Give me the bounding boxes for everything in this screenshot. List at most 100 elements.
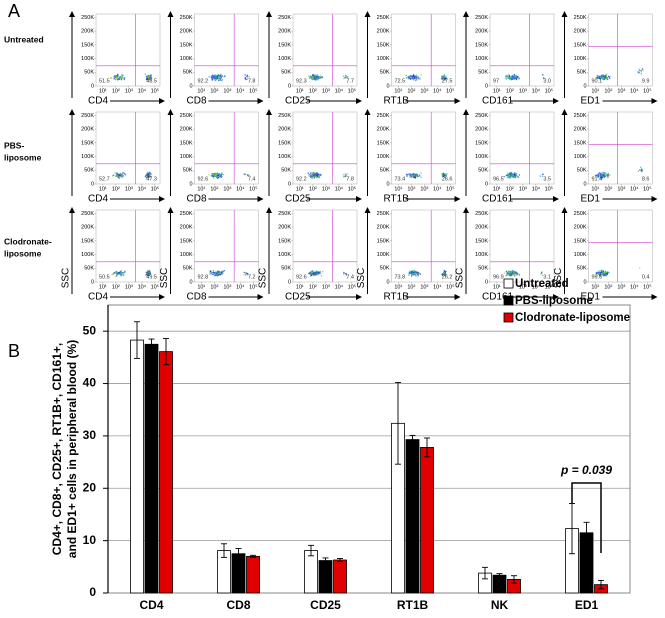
event-dot bbox=[320, 272, 322, 275]
x-tick-label: ED1 bbox=[575, 598, 599, 612]
x-tick-label: 10⁴ bbox=[138, 283, 147, 290]
y-tick-label: 200K bbox=[377, 29, 390, 35]
y-tick-label: 250K bbox=[180, 211, 193, 217]
event-dot bbox=[122, 171, 124, 174]
y-axis-label: SSC bbox=[553, 268, 564, 289]
event-dot bbox=[212, 175, 215, 177]
flow-plot: 0 50K 100K 150K 200K 250K 10¹ 10² 10³ 10⁴ 10⁵ 72.5 2… bbox=[364, 11, 461, 107]
event-dot bbox=[508, 272, 510, 275]
event-dot bbox=[603, 272, 606, 274]
quadrant-label: 3.1 bbox=[543, 274, 551, 280]
event-dot bbox=[216, 77, 218, 80]
quadrant-label: 7.8 bbox=[346, 176, 354, 182]
flow-plot: 0 50K 100K 150K 200K 250K 10¹ 10² 10³ 10⁴ 10⁵ 73.8 2… bbox=[356, 207, 461, 303]
plot-frame bbox=[489, 209, 555, 283]
event-dot bbox=[213, 78, 216, 80]
event-dot bbox=[342, 273, 345, 275]
event-dot bbox=[515, 175, 517, 177]
plot-frame bbox=[292, 209, 358, 283]
event-dot bbox=[115, 172, 117, 174]
event-dot bbox=[221, 172, 223, 174]
event-dot bbox=[508, 270, 511, 273]
quadrant-label: 92.6 bbox=[198, 176, 209, 182]
event-dot bbox=[405, 77, 408, 79]
error-bar bbox=[308, 544, 314, 557]
quadrant-label: 27.5 bbox=[442, 78, 453, 84]
y-tick-label: 50K bbox=[478, 70, 488, 76]
y-tick-label: 100K bbox=[81, 154, 94, 160]
y-tick-label: 150K bbox=[180, 238, 193, 244]
event-dot bbox=[116, 175, 118, 177]
error-bar bbox=[496, 573, 503, 578]
bar bbox=[159, 351, 173, 594]
bar bbox=[231, 553, 246, 594]
x-tick-label: 10² bbox=[604, 284, 612, 290]
event-dot bbox=[604, 76, 607, 78]
error-bar bbox=[569, 503, 575, 555]
y-tick-label: 50K bbox=[84, 168, 94, 174]
marker-label: CD8 bbox=[187, 96, 207, 107]
x-tick-label: 10⁴ bbox=[630, 87, 639, 94]
quadrant-label: 7.4 bbox=[346, 274, 354, 280]
event-dot bbox=[211, 172, 213, 175]
plot-frame bbox=[391, 209, 456, 283]
x-tick-label: 10² bbox=[309, 88, 317, 94]
event-dot bbox=[246, 78, 248, 80]
event-dot bbox=[246, 274, 249, 276]
y-tick-label: 0 bbox=[288, 83, 291, 89]
row-label: liposome bbox=[4, 152, 42, 162]
event-dot bbox=[148, 77, 151, 79]
event-dot bbox=[444, 76, 446, 78]
event-dot bbox=[219, 274, 221, 276]
event-dot bbox=[446, 173, 448, 175]
y-tick-label: 100K bbox=[81, 252, 94, 258]
y-tick-label: 150K bbox=[278, 42, 291, 48]
y-tick-label: 0 bbox=[485, 279, 488, 285]
event-dot bbox=[310, 175, 312, 178]
quadrant-label: 92.2 bbox=[296, 176, 307, 182]
event-dot bbox=[122, 175, 125, 177]
marker-label: CD8 bbox=[187, 194, 207, 205]
event-dot bbox=[246, 273, 248, 275]
event-dot bbox=[600, 270, 603, 272]
event-dot bbox=[221, 273, 224, 275]
event-dot bbox=[509, 274, 511, 277]
event-dot bbox=[220, 176, 223, 178]
event-dot bbox=[118, 272, 120, 274]
x-tick-label: 10³ bbox=[223, 186, 231, 192]
event-dot bbox=[221, 75, 224, 77]
marker-label: ED1 bbox=[581, 292, 601, 303]
error-bar bbox=[482, 566, 488, 580]
event-dot bbox=[407, 75, 409, 78]
event-dot bbox=[508, 76, 510, 78]
event-dot bbox=[314, 175, 317, 177]
event-dot bbox=[600, 272, 602, 274]
bar bbox=[420, 447, 434, 594]
quadrant-label: 3.0 bbox=[543, 78, 551, 84]
y-tick-label: 0 bbox=[583, 181, 586, 187]
quadrant-label: 96.5 bbox=[493, 176, 504, 182]
event-dot bbox=[441, 273, 443, 275]
event-dot bbox=[514, 77, 516, 79]
x-tick-label: 10⁴ bbox=[433, 283, 442, 290]
event-dot bbox=[410, 175, 412, 177]
x-tick-label: 10³ bbox=[125, 284, 133, 290]
event-dot bbox=[344, 173, 347, 175]
event-dot bbox=[415, 74, 418, 76]
event-dot bbox=[638, 71, 641, 74]
event-dot bbox=[597, 176, 599, 178]
event-dot bbox=[508, 174, 510, 177]
event-dot bbox=[640, 70, 643, 72]
event-dot bbox=[145, 271, 147, 274]
event-dot bbox=[214, 272, 216, 275]
x-tick-label: 10⁵ bbox=[249, 283, 257, 290]
plot-frame bbox=[391, 13, 456, 87]
event-dot bbox=[603, 274, 605, 277]
event-dot bbox=[418, 78, 420, 80]
row-label: Clodronate- bbox=[4, 236, 52, 246]
event-dot bbox=[410, 74, 412, 77]
event-dot bbox=[506, 274, 508, 276]
x-tick-label: 10³ bbox=[617, 88, 625, 94]
x-tick-label: CD8 bbox=[226, 598, 250, 612]
flow-plot: 0 50K 100K 150K 200K 250K 10¹ 10² 10³ 10⁴ 10⁵ 92.6 7… bbox=[167, 109, 264, 205]
